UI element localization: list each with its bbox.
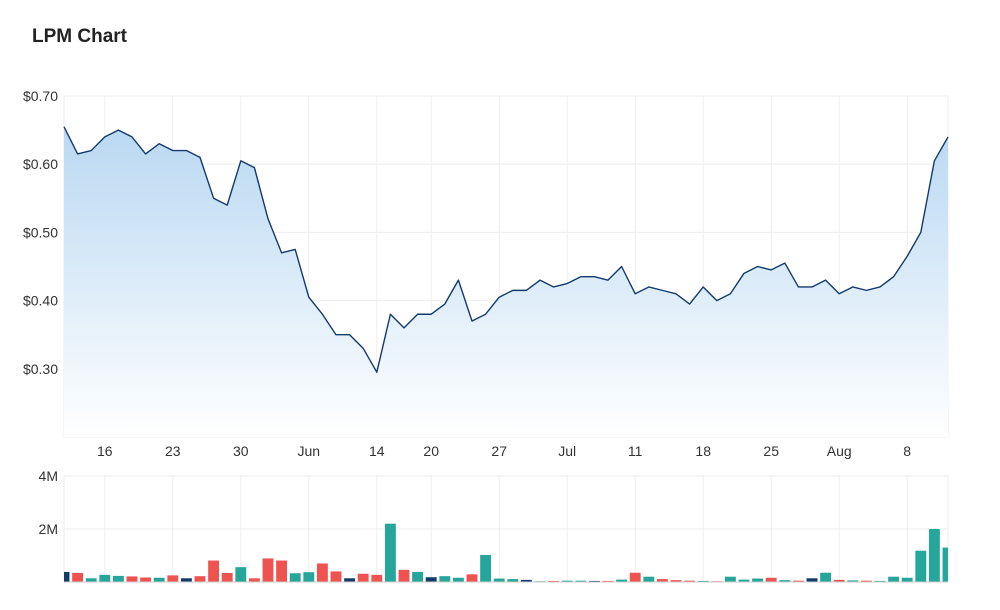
x-tick-label: 18 xyxy=(695,443,711,459)
volume-bar xyxy=(357,573,369,582)
volume-bar xyxy=(330,571,342,582)
volume-bar xyxy=(670,580,682,582)
volume-bar xyxy=(371,574,383,582)
volume-bar xyxy=(140,577,152,582)
volume-bar xyxy=(847,580,859,582)
x-tick-label: 27 xyxy=(491,443,507,459)
volume-bar xyxy=(72,572,84,582)
volume-bar xyxy=(126,576,138,582)
volume-bar xyxy=(316,563,328,582)
volume-bar xyxy=(303,572,315,582)
x-tick-label: Jul xyxy=(558,443,576,459)
volume-bar xyxy=(412,571,424,582)
volume-bar xyxy=(915,550,927,582)
price-area xyxy=(64,126,948,437)
x-tick-label: 16 xyxy=(97,443,113,459)
volume-bar xyxy=(64,571,70,582)
volume-bar xyxy=(248,578,260,582)
volume-bar xyxy=(262,558,274,582)
volume-bar xyxy=(289,573,301,582)
price-y-tick-label: $0.40 xyxy=(23,293,58,309)
volume-bar xyxy=(384,523,396,582)
volume-bar xyxy=(276,560,288,582)
volume-bar xyxy=(575,580,587,582)
volume-bar xyxy=(656,579,668,582)
price-y-tick-label: $0.30 xyxy=(23,361,58,377)
volume-y-tick-label: 4M xyxy=(39,468,58,484)
volume-bar xyxy=(112,575,124,582)
volume-bar xyxy=(901,577,913,582)
volume-bar xyxy=(697,580,709,582)
volume-bar xyxy=(942,547,948,582)
price-line xyxy=(63,126,949,373)
volume-bar xyxy=(493,578,505,582)
volume-bar xyxy=(480,554,492,582)
volume-y-tick-label: 2M xyxy=(39,521,58,537)
chart-title: LPM Chart xyxy=(32,26,127,47)
x-tick-label: 14 xyxy=(369,443,385,459)
price-y-tick-label: $0.50 xyxy=(23,224,58,240)
volume-bar xyxy=(153,577,165,582)
price-y-tick-label: $0.60 xyxy=(23,156,58,172)
volume-bar xyxy=(167,575,179,583)
x-tick-label: 20 xyxy=(423,443,439,459)
volume-bar xyxy=(874,580,886,582)
volume-bar xyxy=(738,579,750,582)
volume-bar xyxy=(724,576,736,582)
volume-bar xyxy=(860,580,872,582)
volume-bar xyxy=(820,572,832,582)
volume-bar xyxy=(452,577,464,582)
volume-bar xyxy=(806,578,818,582)
volume-bar xyxy=(616,579,628,582)
x-tick-label: 23 xyxy=(165,443,181,459)
volume-bar xyxy=(752,578,764,582)
x-tick-label: Jun xyxy=(298,443,321,459)
x-tick-label: Aug xyxy=(827,443,852,459)
volume-bar xyxy=(180,578,192,582)
volume-bar xyxy=(792,580,804,582)
volume-bar xyxy=(425,577,437,582)
volume-bar xyxy=(235,567,247,582)
volume-bar xyxy=(888,576,900,582)
volume-bar xyxy=(561,580,573,582)
volume-bar xyxy=(344,578,356,582)
volume-bar xyxy=(833,579,845,582)
volume-bar xyxy=(398,569,410,582)
volume-bar xyxy=(466,574,478,582)
volume-bar xyxy=(99,574,111,582)
volume-bar xyxy=(194,576,206,582)
x-tick-label: 8 xyxy=(903,443,911,459)
volume-bar xyxy=(629,572,641,582)
volume-bar xyxy=(779,580,791,582)
volume-bar xyxy=(684,580,696,582)
volume-bar xyxy=(602,580,614,582)
volume-bar xyxy=(507,579,519,582)
volume-bar xyxy=(221,572,233,582)
x-tick-label: 25 xyxy=(763,443,779,459)
volume-bar xyxy=(85,578,97,582)
price-y-tick-label: $0.70 xyxy=(23,88,58,104)
volume-bar xyxy=(928,529,940,582)
x-tick-label: 11 xyxy=(628,443,643,459)
x-tick-label: 30 xyxy=(233,443,249,459)
volume-bar xyxy=(765,577,777,582)
volume-bar xyxy=(548,580,560,582)
volume-bar xyxy=(588,580,600,582)
volume-bar xyxy=(208,560,220,582)
volume-bar xyxy=(520,579,532,582)
volume-bar xyxy=(439,576,451,582)
volume-bar xyxy=(643,576,655,582)
